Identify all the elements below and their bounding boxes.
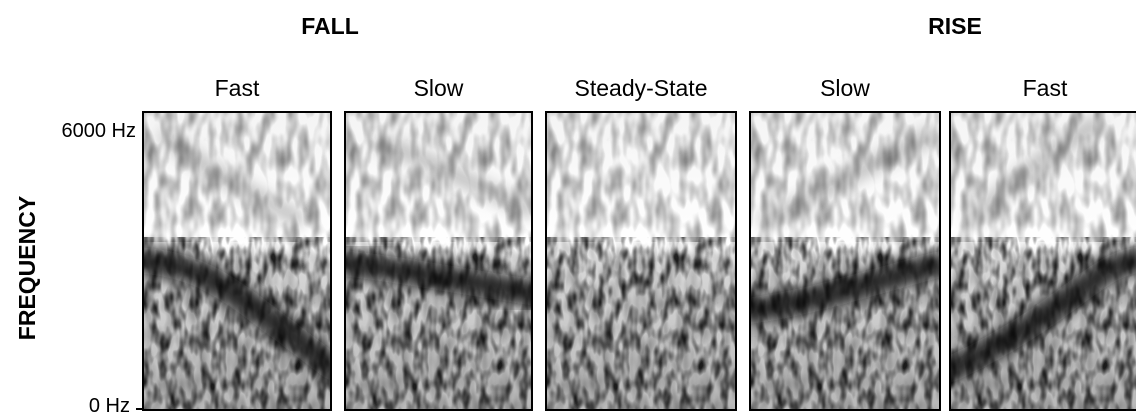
axis-label: FREQUENCY <box>14 196 40 340</box>
spectrogram <box>950 112 1136 410</box>
formant-faint <box>157 126 308 229</box>
panel-border <box>344 111 533 411</box>
formant-faint <box>372 134 532 220</box>
panels: Fast Slow Steady-State Slow Fast <box>142 75 1136 411</box>
noise-top <box>345 112 532 242</box>
formant-faint <box>757 124 940 230</box>
panel-title: Steady-State <box>575 75 708 101</box>
panel-title: Fast <box>215 75 260 101</box>
panel-border <box>142 111 332 411</box>
formant-faint <box>964 115 1105 228</box>
spectrogram <box>143 112 331 410</box>
panel-title: Fast <box>1023 75 1068 101</box>
noise-overlay <box>950 237 1136 410</box>
spectrogram-panel <box>545 111 737 411</box>
axis-top-label: 6000 Hz <box>62 120 137 142</box>
panel-title: Slow <box>414 75 464 101</box>
spectrogram <box>546 112 736 410</box>
spectrogram <box>345 112 532 410</box>
panel-border <box>545 111 737 411</box>
panel-title: Slow <box>820 75 870 101</box>
spectrogram-panel <box>749 111 941 411</box>
group-label: FALL <box>301 13 359 39</box>
group-label: RISE <box>928 13 982 39</box>
noise-overlay <box>750 237 940 410</box>
axis-bottom-label: 0 Hz <box>89 395 130 415</box>
spectrogram-panel <box>142 111 332 411</box>
noise-overlay <box>546 237 736 410</box>
noise-overlay <box>143 237 331 410</box>
spectrogram <box>750 112 940 410</box>
spectrogram-panel <box>949 111 1136 411</box>
panel-border <box>749 111 941 411</box>
noise-top <box>546 112 736 242</box>
noise-overlay <box>345 237 532 410</box>
spectrogram-panel <box>344 111 533 411</box>
panel-border <box>949 111 1136 411</box>
